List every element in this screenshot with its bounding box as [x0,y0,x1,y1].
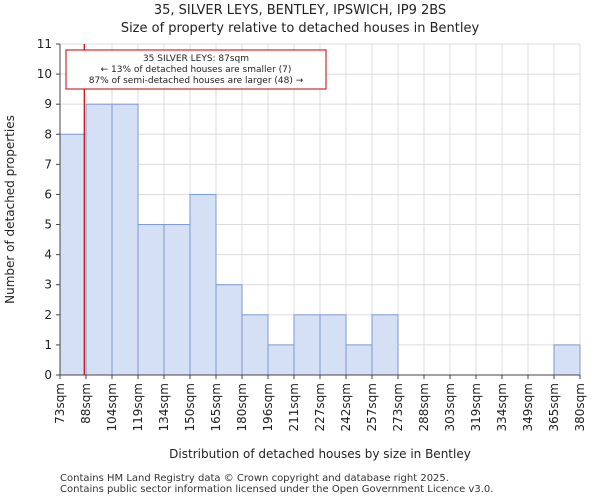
histogram-bar [345,344,373,376]
chart-title: 35, SILVER LEYS, BENTLEY, IPSWICH, IP9 2… [153,3,447,18]
histogram-bar [163,224,191,376]
x-tick-label: 288sqm [417,383,431,431]
footer-line-2: Contains public sector information licen… [60,484,494,495]
x-tick-label: 349sqm [521,383,535,431]
y-tick-label: 6 [44,187,52,201]
annotation-line: 35 SILVER LEYS: 87sqm [143,54,249,64]
x-tick-label: 227sqm [313,383,327,431]
histogram-bar [267,344,295,376]
histogram-bar [319,314,347,376]
x-tick-label: 319sqm [469,383,483,431]
histogram-chart: 0 1 2 3 4 5 6 7 8 9 10 11 73sqm 88sqm 104sqm 119sqm 134s… [3,37,587,461]
x-tick-label: 365sqm [547,383,561,431]
y-tick-label: 7 [44,157,52,171]
annotation-line: ← 13% of detached houses are smaller (7) [101,65,292,75]
y-tick-label: 9 [44,97,52,111]
histogram-bar [137,224,165,376]
x-tick-label: 257sqm [365,383,379,431]
x-tick-label: 73sqm [53,383,67,424]
y-tick-label: 1 [44,338,52,352]
histogram-bar [59,133,87,376]
x-tick-label: 104sqm [105,383,119,431]
y-tick-label: 3 [44,278,52,292]
y-tick-label: 8 [44,127,52,141]
x-tick-label: 273sqm [391,383,405,431]
y-tick-label: 10 [37,67,52,81]
histogram-bar [293,314,321,376]
annotation-box [65,49,327,90]
x-tick-label: 150sqm [183,383,197,431]
annotation-line: 87% of semi-detached houses are larger (… [89,76,304,86]
x-tick-label: 88sqm [79,383,93,424]
x-tick-label: 242sqm [339,383,353,431]
histogram-bar [371,314,399,376]
histogram-bar [241,314,269,376]
histogram-bar [189,193,217,376]
chart-subtitle: Size of property relative to detached ho… [120,21,480,36]
histogram-bar [553,344,581,376]
y-tick-label: 0 [44,368,52,382]
x-tick-label: 196sqm [261,383,275,431]
y-tick-label: 2 [44,308,52,322]
x-tick-label: 380sqm [573,383,587,431]
x-tick-label: 303sqm [443,383,457,431]
x-tick-label: 211sqm [287,383,301,431]
y-tick-label: 11 [37,37,52,51]
x-tick-label: 119sqm [131,383,145,431]
x-tick-label: 165sqm [209,383,223,431]
x-tick-label: 180sqm [235,383,249,431]
x-tick-label: 334sqm [495,383,509,431]
histogram-bar [215,284,243,376]
histogram-bar [85,103,113,376]
y-tick-label: 4 [44,248,52,262]
x-tick-label: 134sqm [157,383,171,431]
y-tick-label: 5 [44,218,52,232]
histogram-bar [111,103,139,376]
x-axis-label: Distribution of detached houses by size … [169,447,471,461]
y-axis-label: Number of detached properties [3,115,17,304]
footer-line-1: Contains HM Land Registry data © Crown c… [60,473,449,484]
